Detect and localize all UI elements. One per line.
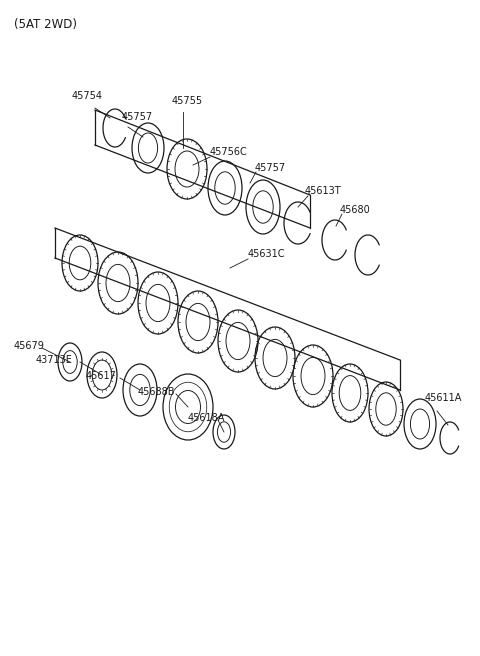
Text: 43713E: 43713E	[36, 355, 73, 365]
Text: 45755: 45755	[172, 96, 203, 106]
Text: 45611A: 45611A	[425, 393, 462, 403]
Text: 45688B: 45688B	[138, 387, 176, 397]
Text: (5AT 2WD): (5AT 2WD)	[14, 18, 77, 31]
Text: 45631C: 45631C	[248, 249, 286, 259]
Text: 45757: 45757	[255, 163, 286, 173]
Text: 45679: 45679	[14, 341, 45, 351]
Text: 45757: 45757	[122, 112, 153, 122]
Text: 45756C: 45756C	[210, 147, 248, 157]
Text: 45617: 45617	[86, 371, 117, 381]
Text: 45754: 45754	[72, 91, 103, 101]
Text: 45680: 45680	[340, 205, 371, 215]
Text: 45618A: 45618A	[188, 413, 226, 423]
Text: 45613T: 45613T	[305, 186, 342, 196]
